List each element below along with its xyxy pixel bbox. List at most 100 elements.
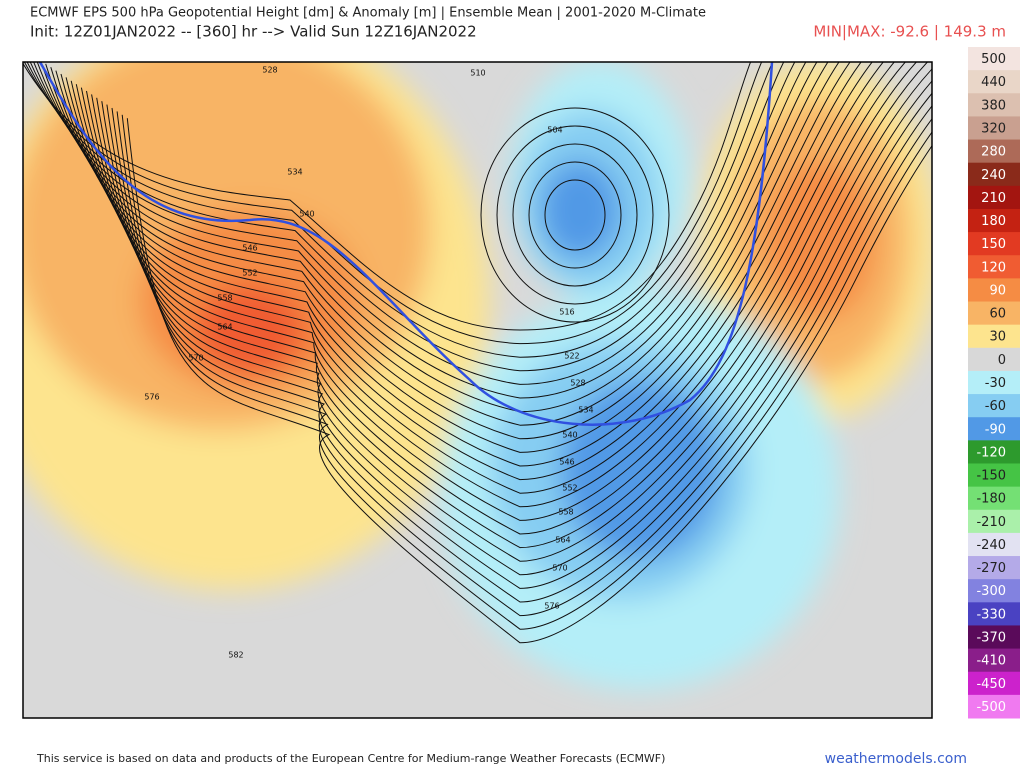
- contour-line: [86, 62, 918, 535]
- colorbar-swatch: [968, 556, 1020, 580]
- contour-line: [60, 62, 862, 467]
- subtitle: Init: 12Z01JAN2022 -- [360] hr --> Valid…: [30, 23, 477, 41]
- colorbar-swatch: [968, 278, 1020, 303]
- contour-label: 504: [547, 126, 562, 135]
- colorbar-label: 90: [989, 283, 1006, 298]
- colorbar-swatch: [968, 47, 1020, 71]
- colorbar-label: -500: [976, 700, 1006, 715]
- colorbar-label: -210: [976, 515, 1006, 530]
- colorbar-label: 150: [981, 237, 1006, 252]
- contour-label: 570: [188, 354, 203, 363]
- credit: This service is based on data and produc…: [36, 752, 665, 765]
- contour-line: [33, 62, 796, 385]
- colorbar-swatch: [968, 509, 1020, 534]
- contour-line: [480, 107, 670, 323]
- contour-line: [45, 62, 829, 426]
- contour-label: 540: [562, 431, 577, 440]
- contour-label: 516: [559, 308, 574, 317]
- colorbar-label: 120: [981, 260, 1006, 275]
- colorbar-swatch: [968, 579, 1020, 603]
- colorbar-label: 0: [998, 353, 1006, 368]
- colorbar-label: 210: [981, 191, 1006, 206]
- colorbar-swatch: [968, 694, 1020, 719]
- title: ECMWF EPS 500 hPa Geopotential Height [d…: [30, 6, 706, 21]
- colorbar-swatch: [968, 532, 1020, 557]
- colorbar-swatch: [968, 93, 1020, 117]
- colorbar-label: 180: [981, 214, 1006, 229]
- contour-line: [512, 143, 638, 287]
- contour-line: [96, 68, 932, 562]
- colorbar-label: 500: [981, 52, 1006, 67]
- contour-label: 546: [242, 244, 257, 253]
- colorbar-label: -30: [985, 376, 1006, 391]
- contour-label: 570: [552, 564, 567, 573]
- contour-line: [36, 62, 807, 399]
- contour-label: 582: [228, 651, 243, 660]
- colorbar-label: 440: [981, 75, 1006, 90]
- colorbar-swatch: [968, 324, 1020, 349]
- contour-line: [26, 62, 774, 358]
- contour-label: 534: [287, 168, 302, 177]
- colorbar-swatch: [968, 70, 1020, 94]
- contour-label: 552: [562, 484, 577, 493]
- contour-label: 528: [262, 66, 277, 75]
- contour-label: 552: [242, 269, 257, 278]
- contour-label: 564: [555, 536, 570, 545]
- contour-label: 510: [470, 69, 485, 78]
- min-max: MIN|MAX: -92.6 | 149.3 m: [813, 23, 1006, 41]
- contour-line: [528, 161, 622, 269]
- colorbar-label: -300: [976, 584, 1006, 599]
- contour-line: [121, 114, 932, 630]
- contour-line: [101, 80, 932, 576]
- contour-line: [65, 62, 873, 481]
- colorbar-label: 320: [981, 121, 1006, 136]
- colorbar-swatch: [968, 301, 1020, 326]
- colorbar-label: -90: [985, 422, 1006, 437]
- colorbar-swatch: [968, 116, 1020, 141]
- contour-line: [544, 179, 606, 251]
- colorbar-label: -330: [976, 607, 1006, 622]
- colorbar-label: -270: [976, 561, 1006, 576]
- contour-line: [75, 62, 895, 508]
- colorbar-label: 380: [981, 98, 1006, 113]
- colorbar-swatch: [968, 185, 1020, 210]
- colorbar-swatch: [968, 370, 1020, 395]
- contour-line: [111, 105, 932, 603]
- colorbar-swatch: [968, 648, 1020, 673]
- colorbar-label: -410: [976, 654, 1006, 669]
- colorbar-swatch: [968, 394, 1020, 418]
- colorbar-label: -240: [976, 538, 1006, 553]
- contour-label: 576: [144, 393, 159, 402]
- colorbar-label: -180: [976, 492, 1006, 507]
- colorbar-label: 60: [989, 307, 1006, 322]
- colorbar-swatch: [968, 255, 1020, 279]
- colorbar-swatch: [968, 417, 1020, 441]
- colorbar-swatch: [968, 486, 1020, 511]
- colorbar-label: -120: [976, 445, 1006, 460]
- colorbar-swatch: [968, 440, 1020, 464]
- colorbar-swatch: [968, 463, 1020, 488]
- site-link[interactable]: weathermodels.com: [825, 751, 967, 767]
- colorbar-swatch: [968, 347, 1020, 372]
- colorbar-swatch: [968, 602, 1020, 626]
- colorbar-label: 280: [981, 145, 1006, 160]
- contour-line: [116, 111, 932, 617]
- contour-line: [23, 62, 752, 331]
- contour-line: [496, 125, 654, 305]
- contour-label: 564: [217, 323, 232, 332]
- contour-label: 522: [564, 352, 579, 361]
- contour-label: 558: [217, 294, 232, 303]
- colorbar-swatch: [968, 162, 1020, 187]
- colorbar-swatch: [968, 208, 1020, 233]
- colorbar-label: 30: [989, 330, 1006, 345]
- contour-label: 528: [570, 379, 585, 388]
- contour-line: [50, 62, 840, 440]
- contour-line: [106, 92, 932, 589]
- contour-line: [91, 62, 929, 549]
- colorbar-label: -150: [976, 469, 1006, 484]
- contour-line: [55, 62, 851, 453]
- contour-label: 558: [558, 508, 573, 517]
- colorbar-swatch: [968, 139, 1020, 164]
- contour-line: [70, 62, 884, 494]
